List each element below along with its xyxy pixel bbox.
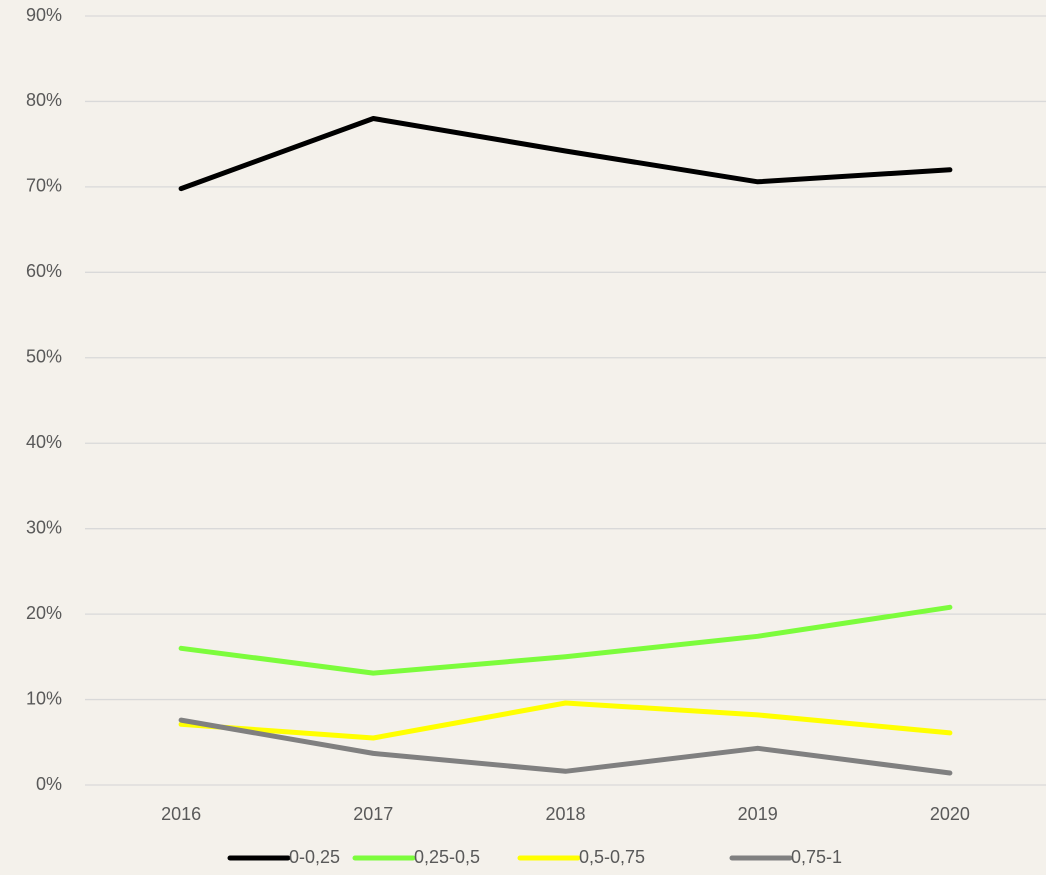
y-tick-label: 60% <box>26 261 62 281</box>
y-tick-label: 80% <box>26 90 62 110</box>
y-tick-label: 20% <box>26 603 62 623</box>
y-tick-label: 50% <box>26 347 62 367</box>
legend-label: 0,25-0,5 <box>414 847 480 867</box>
x-tick-label: 2020 <box>930 804 970 824</box>
series-line <box>178 604 953 676</box>
y-tick-label: 90% <box>26 5 62 25</box>
x-tick-label: 2016 <box>161 804 201 824</box>
x-tick-label: 2017 <box>353 804 393 824</box>
legend-label: 0-0,25 <box>289 847 340 867</box>
legend-label: 0,5-0,75 <box>579 847 645 867</box>
y-tick-label: 10% <box>26 688 62 708</box>
y-tick-label: 40% <box>26 432 62 452</box>
y-tick-label: 30% <box>26 517 62 537</box>
series-line <box>178 717 953 776</box>
legend-label: 0,75-1 <box>791 847 842 867</box>
x-tick-label: 2018 <box>545 804 585 824</box>
y-tick-label: 0% <box>36 774 62 794</box>
series-line <box>178 116 953 192</box>
x-tick-label: 2019 <box>738 804 778 824</box>
series-line <box>178 700 953 741</box>
y-tick-label: 70% <box>26 176 62 196</box>
